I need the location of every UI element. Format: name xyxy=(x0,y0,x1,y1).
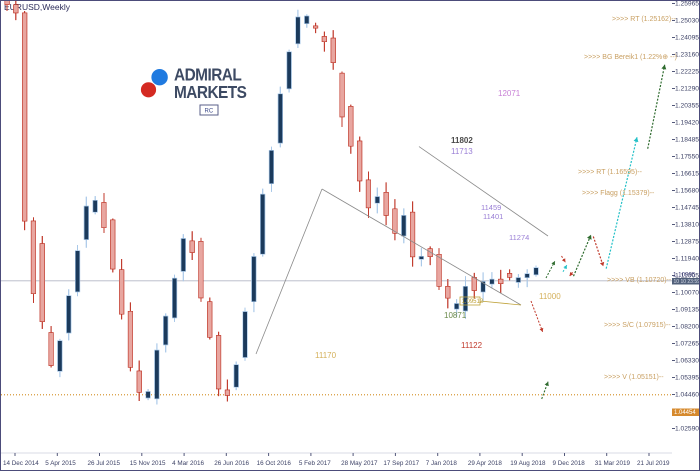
svg-text:1.10995: 1.10995 xyxy=(673,272,696,279)
svg-text:1.19420: 1.19420 xyxy=(675,121,700,127)
svg-text:1.07265: 1.07265 xyxy=(675,342,700,348)
svg-text:11401: 11401 xyxy=(483,212,503,221)
svg-text:>>>> RT (1.16595)--: >>>> RT (1.16595)-- xyxy=(578,169,643,176)
svg-text:9 Dec 2018: 9 Dec 2018 xyxy=(553,460,586,467)
svg-text:>>>> VB (1.10720)--: >>>> VB (1.10720)-- xyxy=(607,277,672,284)
svg-text:17 Sep 2017: 17 Sep 2017 xyxy=(383,460,419,467)
svg-text:12071: 12071 xyxy=(498,89,521,98)
svg-text:1.13810: 1.13810 xyxy=(675,223,700,229)
svg-text:1.02590: 1.02590 xyxy=(675,427,700,433)
svg-text:>>>> RT (1.25162)--: >>>> RT (1.25162)-- xyxy=(612,16,677,23)
svg-text:31 Mar 2019: 31 Mar 2019 xyxy=(595,460,631,467)
svg-text:19 Aug 2018: 19 Aug 2018 xyxy=(510,460,546,467)
svg-text:1.11940: 1.11940 xyxy=(675,257,700,263)
svg-text:1.25030: 1.25030 xyxy=(675,19,700,25)
svg-text:5 Apr 2015: 5 Apr 2015 xyxy=(45,460,76,467)
svg-text:1.05395: 1.05395 xyxy=(675,376,700,382)
svg-text:RC: RC xyxy=(205,109,214,115)
svg-text:1.06330: 1.06330 xyxy=(675,359,700,365)
svg-text:1.04454: 1.04454 xyxy=(674,410,696,416)
svg-text:11274: 11274 xyxy=(509,233,529,242)
svg-text:29 Apr 2018: 29 Apr 2018 xyxy=(468,460,502,467)
svg-text:1.09135: 1.09135 xyxy=(675,308,700,314)
svg-text:10871: 10871 xyxy=(444,311,467,320)
svg-text:11122: 11122 xyxy=(461,341,483,350)
svg-text:11000: 11000 xyxy=(539,292,561,301)
svg-text:>>>> Flagg (1.15379)--: >>>> Flagg (1.15379)-- xyxy=(582,190,655,197)
svg-text:14 Dec 2014: 14 Dec 2014 xyxy=(3,460,39,467)
svg-text:1.10070: 1.10070 xyxy=(675,291,700,297)
svg-text:5 Feb 2017: 5 Feb 2017 xyxy=(299,460,331,467)
svg-text:11170: 11170 xyxy=(315,351,337,360)
svg-text:ADMIRAL: ADMIRAL xyxy=(174,66,242,85)
svg-text:11713: 11713 xyxy=(451,147,473,156)
svg-text:1.12875: 1.12875 xyxy=(675,240,700,246)
svg-text:26 Jul 2015: 26 Jul 2015 xyxy=(88,460,121,467)
svg-text:>>>> V (1.05151)--: >>>> V (1.05151)-- xyxy=(604,374,664,381)
svg-text:16 Oct 2016: 16 Oct 2016 xyxy=(257,460,292,467)
svg-text:1.16615: 1.16615 xyxy=(675,172,700,178)
svg-text:11802: 11802 xyxy=(451,136,473,145)
svg-text:1.17550: 1.17550 xyxy=(675,155,700,161)
svg-text:11459: 11459 xyxy=(481,203,501,212)
svg-text:1.22225: 1.22225 xyxy=(675,70,700,76)
svg-text:1.23160: 1.23160 xyxy=(675,53,700,59)
svg-text:1.15680: 1.15680 xyxy=(675,189,700,195)
svg-text:>>>> S/C (1.07915)--: >>>> S/C (1.07915)-- xyxy=(604,322,671,329)
svg-text:7 Jan 2018: 7 Jan 2018 xyxy=(426,460,458,467)
svg-text:1.08200: 1.08200 xyxy=(675,325,700,331)
svg-text:28 May 2017: 28 May 2017 xyxy=(341,460,378,467)
svg-text:1.14745: 1.14745 xyxy=(675,206,700,212)
svg-text:21 Jul 2019: 21 Jul 2019 xyxy=(637,460,670,467)
svg-text:1.18485: 1.18485 xyxy=(675,138,700,144)
svg-text:1.04460: 1.04460 xyxy=(675,393,700,399)
svg-text:>>>> BG Bereik1 (1.22%⊕ --): >>>> BG Bereik1 (1.22%⊕ --) xyxy=(584,54,677,61)
svg-text:4 Mar 2016: 4 Mar 2016 xyxy=(172,460,204,467)
svg-text:15 Nov 2015: 15 Nov 2015 xyxy=(130,460,166,467)
svg-text:26 Jun 2016: 26 Jun 2016 xyxy=(214,460,249,467)
svg-text:1.21290: 1.21290 xyxy=(675,87,700,93)
svg-text:1.20355: 1.20355 xyxy=(675,104,700,110)
svg-text:1.09512: 1.09512 xyxy=(462,299,484,305)
svg-text:1.25965: 1.25965 xyxy=(675,2,700,8)
svg-text:MARKETS: MARKETS xyxy=(174,83,247,102)
svg-text:1.24095: 1.24095 xyxy=(675,36,700,42)
svg-text:10 10 23:59: 10 10 23:59 xyxy=(674,279,700,285)
